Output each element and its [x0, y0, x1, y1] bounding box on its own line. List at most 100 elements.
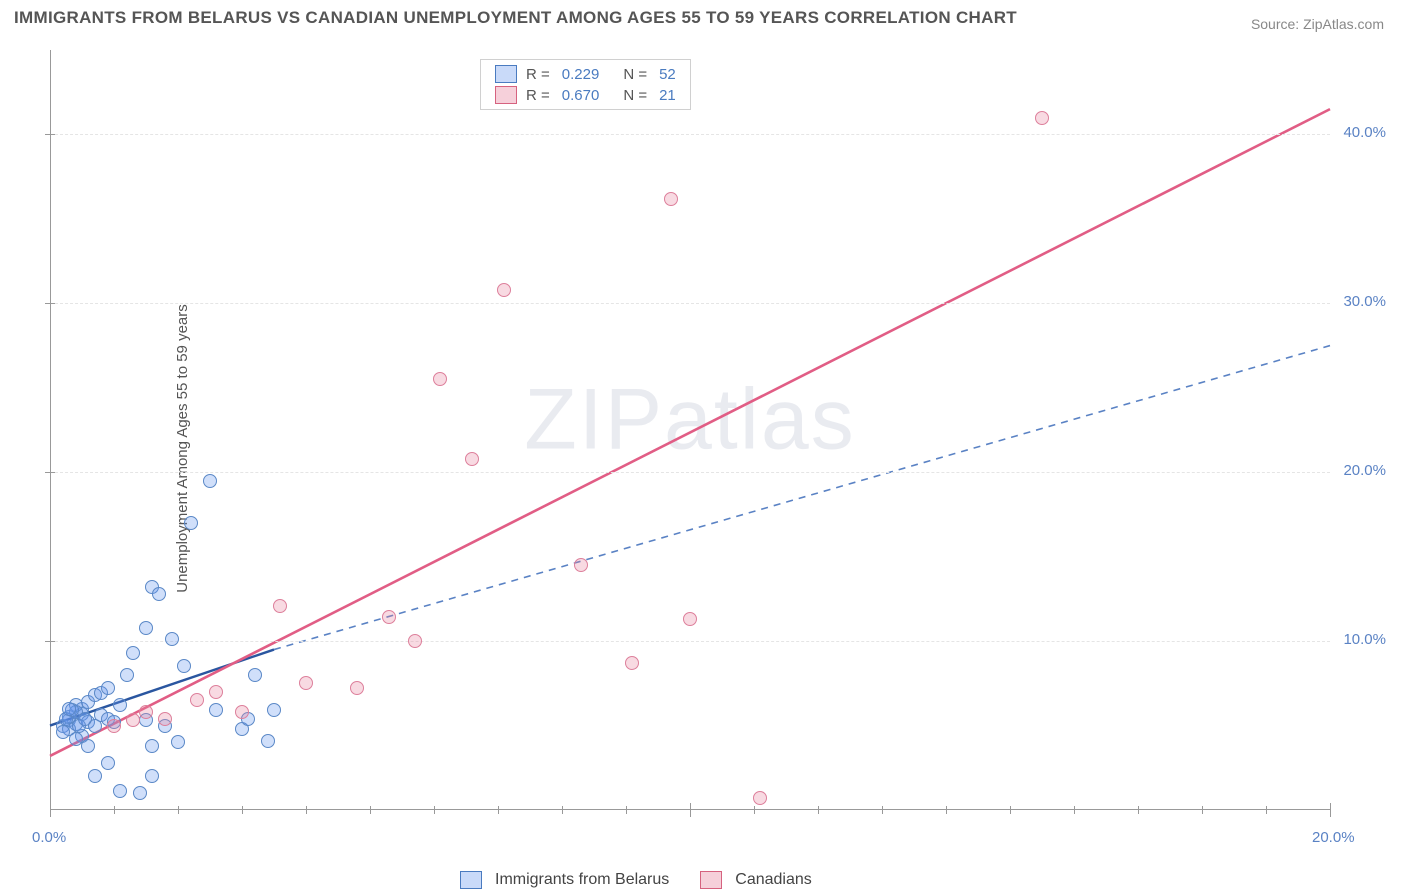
scatter-point-blue — [267, 703, 281, 717]
chart-container: IMMIGRANTS FROM BELARUS VS CANADIAN UNEM… — [0, 0, 1406, 892]
scatter-point-pink — [574, 558, 588, 572]
x-tick-minor — [946, 806, 947, 814]
r-label: R = — [526, 66, 550, 83]
x-tick-minor — [818, 806, 819, 814]
gridline-h — [50, 472, 1330, 473]
scatter-point-pink — [625, 656, 639, 670]
legend-label-pink: Canadians — [735, 871, 812, 889]
scatter-point-pink — [158, 712, 172, 726]
y-tick-label: 30.0% — [1343, 293, 1386, 310]
scatter-point-blue — [171, 735, 185, 749]
scatter-point-pink — [753, 791, 767, 805]
scatter-point-blue — [81, 739, 95, 753]
scatter-point-blue — [78, 712, 92, 726]
x-tick-minor — [1010, 806, 1011, 814]
r-label: R = — [526, 87, 550, 104]
scatter-point-pink — [408, 634, 422, 648]
swatch-pink-icon — [495, 86, 517, 104]
scatter-point-blue — [69, 732, 83, 746]
x-tick-minor — [114, 806, 115, 814]
x-tick-minor — [882, 806, 883, 814]
x-tick-label: 0.0% — [32, 829, 66, 846]
y-tick-label: 20.0% — [1343, 462, 1386, 479]
swatch-pink-icon — [700, 871, 722, 889]
gridline-h — [50, 303, 1330, 304]
x-tick-minor — [562, 806, 563, 814]
y-tick — [45, 134, 55, 135]
scatter-point-blue — [88, 769, 102, 783]
y-tick — [45, 303, 55, 304]
scatter-point-pink — [664, 192, 678, 206]
x-tick-minor — [626, 806, 627, 814]
scatter-point-blue — [261, 734, 275, 748]
y-tick — [45, 641, 55, 642]
scatter-point-pink — [139, 705, 153, 719]
x-tick-label: 20.0% — [1312, 829, 1355, 846]
scatter-point-blue — [152, 587, 166, 601]
scatter-point-pink — [107, 719, 121, 733]
scatter-point-pink — [235, 705, 249, 719]
scatter-point-pink — [683, 612, 697, 626]
scatter-point-pink — [126, 713, 140, 727]
scatter-point-pink — [1035, 111, 1049, 125]
source-attribution: Source: ZipAtlas.com — [1251, 16, 1384, 32]
scatter-point-blue — [248, 668, 262, 682]
regression-line-blue-dashed — [274, 346, 1330, 650]
legend-label-blue: Immigrants from Belarus — [495, 871, 669, 889]
x-tick-minor — [434, 806, 435, 814]
x-tick-major — [50, 803, 51, 817]
x-tick-major — [690, 803, 691, 817]
x-tick-minor — [754, 806, 755, 814]
scatter-point-pink — [433, 372, 447, 386]
scatter-point-blue — [177, 659, 191, 673]
correlation-legend: R = 0.229 N = 52 R = 0.670 N = 21 — [480, 59, 691, 110]
scatter-point-pink — [190, 693, 204, 707]
x-tick-minor — [178, 806, 179, 814]
x-tick-minor — [1138, 806, 1139, 814]
x-tick-minor — [306, 806, 307, 814]
scatter-point-blue — [209, 703, 223, 717]
y-tick — [45, 472, 55, 473]
scatter-point-pink — [299, 676, 313, 690]
scatter-point-pink — [209, 685, 223, 699]
series-legend: Immigrants from Belarus Canadians — [460, 871, 812, 889]
x-tick-minor — [1074, 806, 1075, 814]
scatter-point-blue — [113, 784, 127, 798]
scatter-point-blue — [145, 769, 159, 783]
scatter-point-pink — [382, 610, 396, 624]
y-tick-label: 10.0% — [1343, 631, 1386, 648]
regression-lines-svg — [50, 50, 1330, 810]
regression-line-pink-solid — [50, 109, 1330, 756]
gridline-h — [50, 134, 1330, 135]
swatch-blue-icon — [460, 871, 482, 889]
n-label: N = — [623, 87, 647, 104]
scatter-point-blue — [133, 786, 147, 800]
x-tick-minor — [1266, 806, 1267, 814]
scatter-point-pink — [273, 599, 287, 613]
scatter-point-blue — [101, 756, 115, 770]
scatter-point-blue — [139, 621, 153, 635]
scatter-point-blue — [165, 632, 179, 646]
gridline-h — [50, 641, 1330, 642]
legend-row-blue: R = 0.229 N = 52 — [495, 65, 676, 83]
y-tick-label: 40.0% — [1343, 124, 1386, 141]
scatter-point-blue — [145, 739, 159, 753]
x-tick-minor — [370, 806, 371, 814]
scatter-point-pink — [465, 452, 479, 466]
n-label: N = — [623, 66, 647, 83]
x-tick-minor — [242, 806, 243, 814]
n-value-pink: 21 — [659, 87, 676, 104]
x-tick-minor — [498, 806, 499, 814]
r-value-blue: 0.229 — [562, 66, 600, 83]
scatter-point-blue — [113, 698, 127, 712]
scatter-point-pink — [497, 283, 511, 297]
scatter-point-blue — [184, 516, 198, 530]
scatter-point-blue — [120, 668, 134, 682]
r-value-pink: 0.670 — [562, 87, 600, 104]
scatter-point-blue — [101, 681, 115, 695]
scatter-point-blue — [203, 474, 217, 488]
plot-area: Unemployment Among Ages 55 to 59 years Z… — [50, 50, 1330, 810]
x-tick-minor — [1202, 806, 1203, 814]
scatter-point-pink — [350, 681, 364, 695]
n-value-blue: 52 — [659, 66, 676, 83]
